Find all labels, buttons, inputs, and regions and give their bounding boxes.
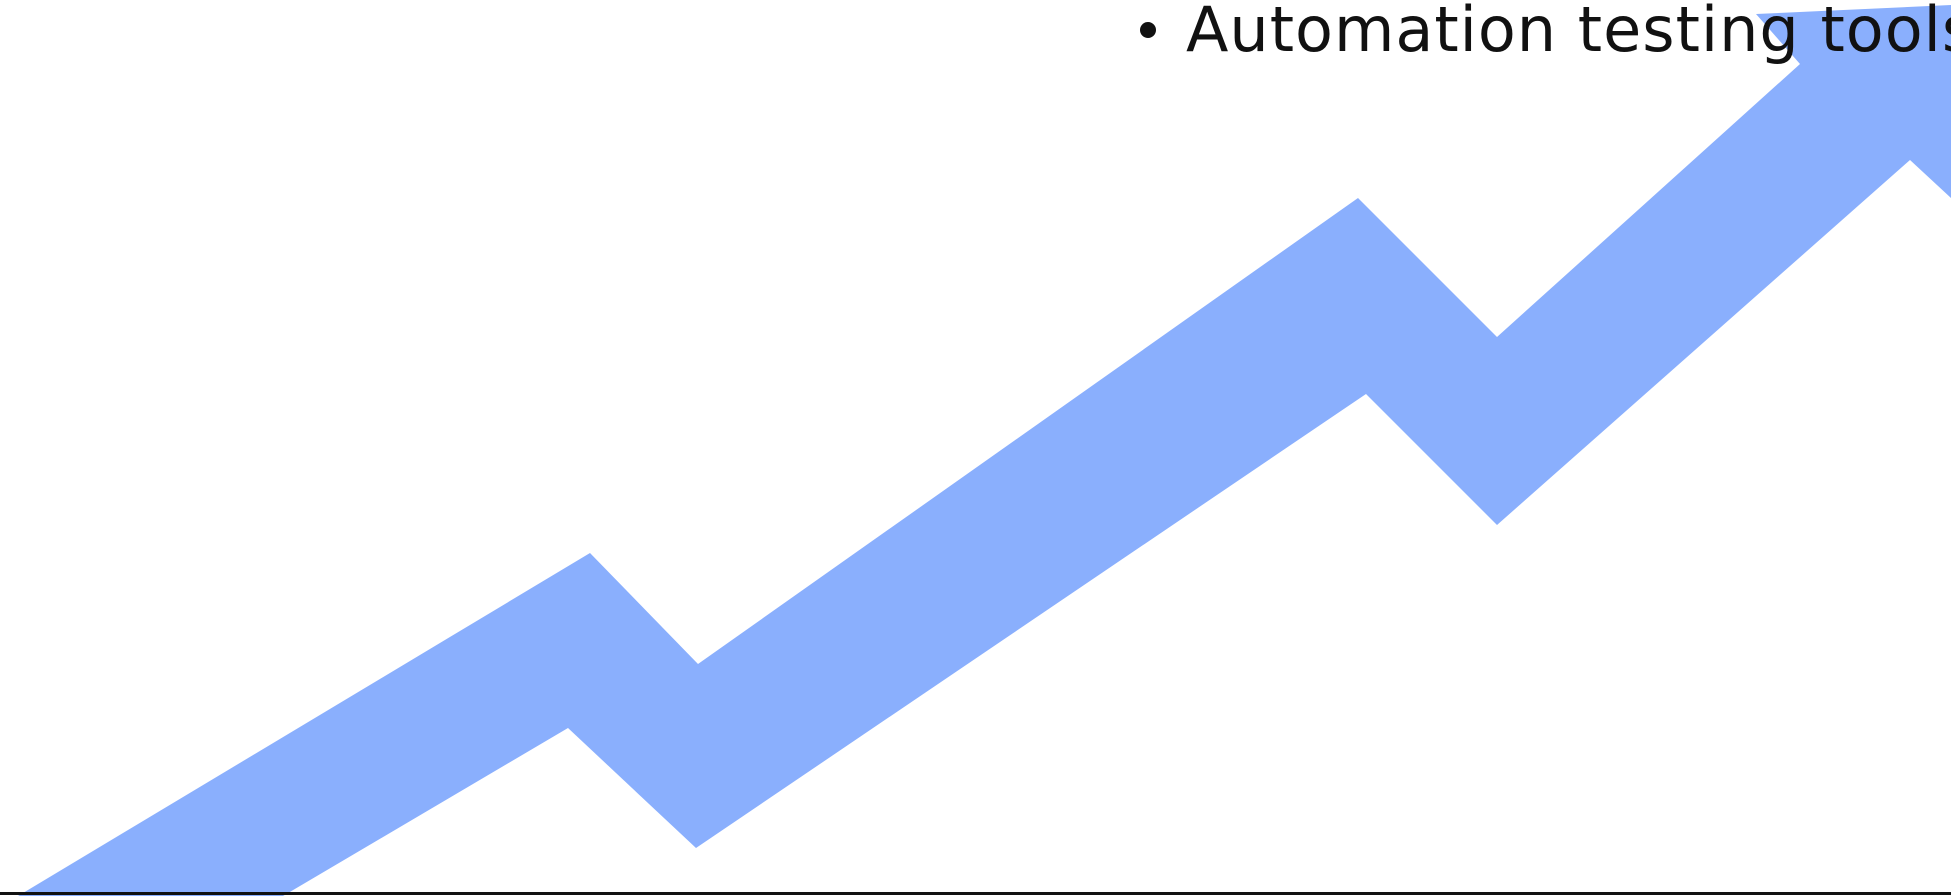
bottom-divider <box>0 892 1951 895</box>
bullet-list: Automation testing tools <box>1140 0 1951 68</box>
trend-arrow-band <box>18 5 1951 896</box>
bullet-text: Automation testing tools <box>1186 0 1951 66</box>
bullet-item: Automation testing tools <box>1140 0 1951 68</box>
bullet-dot-icon <box>1140 22 1156 38</box>
